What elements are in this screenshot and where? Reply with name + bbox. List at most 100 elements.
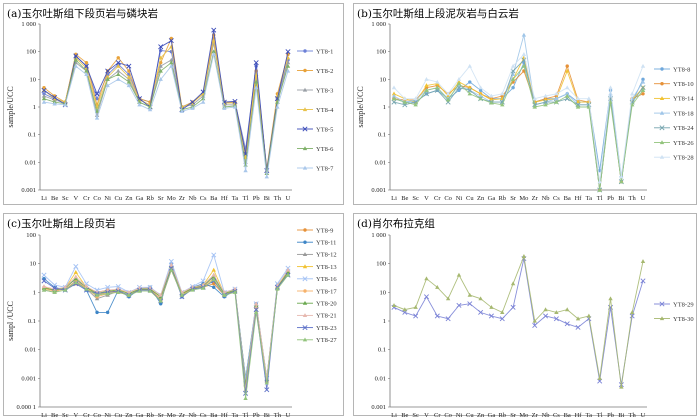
data-point	[84, 68, 89, 73]
legend-label: YT8-21	[316, 313, 337, 320]
legend-label: YT8-13	[316, 264, 337, 271]
data-point	[532, 96, 537, 101]
data-point	[435, 85, 440, 90]
data-point	[52, 101, 57, 106]
data-point	[94, 91, 100, 97]
data-point	[73, 263, 79, 269]
x-tick-label: Zn	[125, 412, 133, 419]
data-point	[467, 301, 473, 307]
data-point	[84, 284, 89, 289]
panel-frame	[3, 213, 344, 416]
data-point	[63, 287, 68, 292]
x-tick-label: Tl	[597, 412, 603, 419]
legend-label: YT8-7	[316, 165, 334, 172]
x-tick-label: Hf	[575, 195, 583, 202]
data-point	[105, 77, 110, 81]
y-tick-label: 0.1	[378, 132, 386, 139]
x-tick-label: Ta	[232, 412, 239, 419]
legend-label: YT8-14	[673, 96, 694, 103]
series-line	[43, 51, 289, 174]
x-tick-label: Co	[93, 412, 101, 419]
x-tick-label: Sr	[510, 195, 517, 202]
series-line	[43, 40, 289, 171]
data-point	[253, 79, 259, 84]
data-point	[264, 380, 269, 385]
data-point	[73, 53, 79, 59]
data-point	[413, 96, 418, 101]
x-tick-label: Hf	[221, 412, 229, 419]
legend-marker	[302, 87, 308, 92]
data-point	[564, 321, 570, 327]
data-point	[158, 63, 163, 68]
data-point	[95, 96, 99, 101]
data-point	[211, 38, 216, 43]
data-point	[179, 294, 185, 300]
legend-label: YT8-5	[316, 126, 333, 133]
data-point	[554, 96, 559, 101]
data-point	[211, 49, 216, 54]
data-point	[168, 258, 174, 264]
x-tick-label: Be	[51, 195, 58, 202]
x-tick-label: Ni	[456, 412, 463, 419]
data-point	[510, 281, 516, 286]
data-point	[391, 85, 397, 90]
x-tick-label: Bi	[264, 412, 270, 419]
data-point	[41, 278, 47, 284]
data-point	[116, 77, 121, 81]
x-tick-label: Sc	[62, 195, 69, 202]
data-point	[211, 52, 216, 56]
x-tick-label: Ga	[136, 412, 144, 419]
data-point	[521, 254, 527, 258]
series-line	[43, 253, 289, 380]
y-tick-label: 1 000	[21, 21, 36, 28]
data-point	[500, 310, 505, 314]
data-point	[84, 60, 89, 65]
y-tick-label: 0.000 1	[17, 404, 37, 411]
x-tick-label: Cr	[434, 195, 441, 202]
data-point	[478, 85, 483, 90]
y-tick-label: 10	[30, 76, 37, 83]
data-point	[105, 83, 110, 88]
legend-marker	[660, 82, 664, 86]
data-point	[532, 318, 537, 323]
legend-marker	[303, 228, 307, 232]
x-tick-label: Ba	[564, 412, 571, 419]
panel-title: (b)玉尔吐斯组上段泥灰岩与白云岩	[357, 7, 519, 20]
legend-label: YT8-18	[673, 110, 694, 117]
panel-frame	[353, 3, 697, 205]
data-point	[73, 63, 79, 68]
data-point	[499, 316, 505, 322]
panel-frame	[353, 213, 697, 416]
x-tick-label: Ta	[232, 195, 239, 202]
data-point	[94, 115, 100, 120]
x-tick-label: Nb	[542, 412, 550, 419]
legend-label: YT8-11	[316, 240, 336, 247]
legend-marker	[659, 301, 665, 307]
x-tick-label: Th	[274, 195, 282, 202]
y-tick-label: 0.01	[375, 159, 386, 166]
x-tick-label: Cu	[114, 412, 122, 419]
y-tick-label: 0.1	[28, 132, 36, 139]
legend-marker	[303, 49, 307, 53]
data-point	[137, 102, 142, 107]
data-point	[456, 77, 462, 81]
x-tick-label: Mo	[519, 195, 528, 202]
data-point	[126, 63, 132, 69]
legend-marker	[303, 289, 307, 293]
x-tick-label: Rb	[146, 412, 154, 419]
series-YT8-28	[391, 52, 646, 184]
x-tick-label: Be	[401, 412, 408, 419]
data-point	[200, 285, 206, 290]
data-point	[73, 280, 79, 285]
data-point	[52, 290, 57, 294]
data-point	[179, 292, 185, 297]
data-point	[243, 396, 248, 400]
data-point	[169, 262, 174, 267]
x-tick-label: U	[641, 412, 646, 419]
y-tick-label: 10	[380, 76, 387, 83]
legend-label: YT8-26	[673, 140, 694, 147]
data-point	[500, 102, 505, 107]
x-tick-label: Tl	[243, 412, 249, 419]
data-point	[243, 168, 248, 173]
